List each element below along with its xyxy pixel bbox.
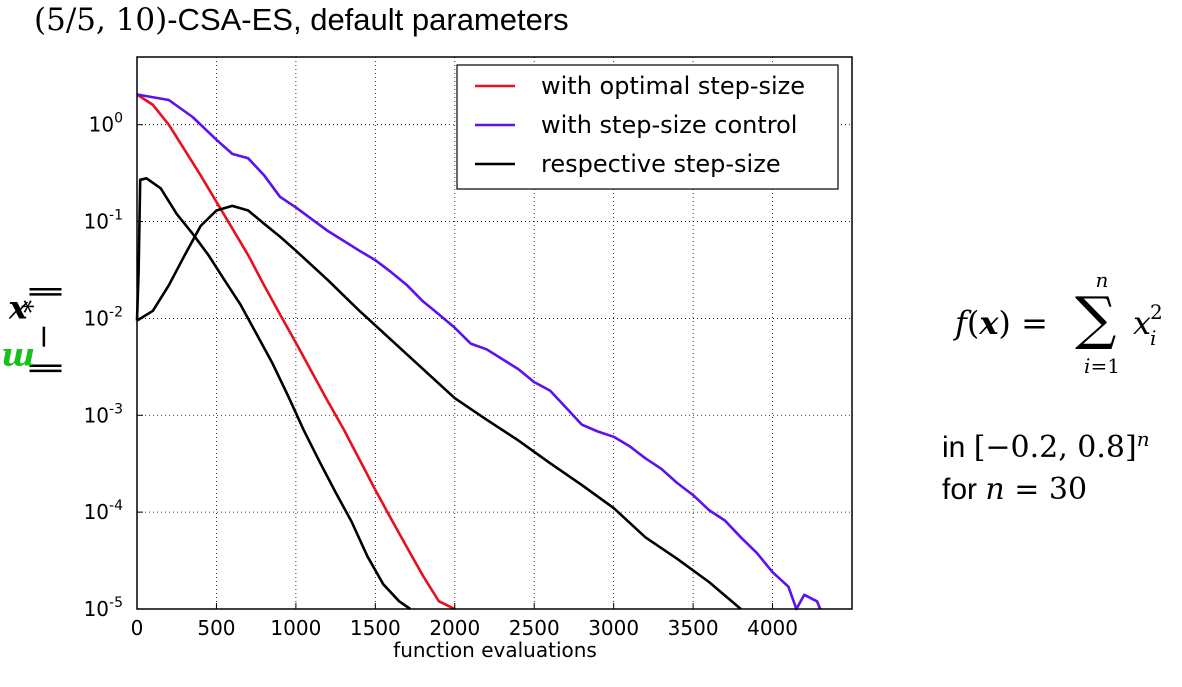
- y-ticks: 100 10-1 10-2 10-3 10-4 10-5: [84, 111, 143, 621]
- y-tick-label: 10-1: [84, 208, 123, 234]
- x-tick-label: 1500: [350, 616, 401, 640]
- x-axis-label: function evaluations: [393, 638, 597, 662]
- series-line-3: [136, 204, 742, 610]
- domain-text: in [−0.2, 0.8]n for n = 30: [942, 418, 1150, 511]
- x-ticks: 0 500 1000 1500 2000 2500 3000 3500 4000: [131, 603, 798, 640]
- domain-prefix: in: [942, 431, 974, 464]
- series-line-2: [135, 177, 412, 611]
- domain-line2-prefix: for: [942, 473, 986, 506]
- formula-sum-upper: n: [1095, 268, 1109, 292]
- legend-box: [456, 64, 839, 190]
- formula: f(x) = n ∑ i=1 x 2 i: [955, 268, 1163, 378]
- y-tick-label: 10-5: [84, 595, 123, 621]
- legend: with optimal step-size with step-size con…: [456, 64, 839, 190]
- domain-rel: = 30: [1004, 472, 1088, 507]
- x-tick-label: 500: [197, 616, 235, 640]
- title-text: -CSA-ES, default parameters: [167, 2, 569, 37]
- legend-label: with step-size control: [541, 111, 797, 139]
- x-tick-label: 3000: [588, 616, 639, 640]
- domain-interval: [−0.2, 0.8]: [973, 430, 1137, 465]
- x-tick-label: 0: [131, 616, 144, 640]
- formula-sum: ∑: [1075, 284, 1117, 352]
- formula-var: x: [1133, 304, 1152, 342]
- domain-var: n: [985, 472, 1005, 507]
- x-tick-label: 4000: [747, 616, 798, 640]
- plot-frame: [136, 56, 853, 610]
- x-tick-label: 2500: [509, 616, 560, 640]
- formula-sup: 2: [1150, 300, 1163, 324]
- x-tick-label: 3500: [668, 616, 719, 640]
- y-tick-label: 10-4: [84, 498, 124, 524]
- y-tick-label: 10-3: [84, 401, 123, 427]
- page-title: (5/5, 10)-CSA-ES, default parameters: [34, 2, 569, 38]
- formula-sum-lower: i=1: [1084, 354, 1120, 378]
- x-tick-label: 1000: [270, 616, 321, 640]
- legend-label: with optimal step-size: [541, 72, 805, 100]
- series-lines: [135, 93, 822, 611]
- title-math: (5/5, 10): [34, 2, 168, 38]
- y-tick-label: 10-2: [84, 304, 123, 330]
- x-tick-label: 2000: [429, 616, 480, 640]
- formula-f: f: [955, 304, 967, 342]
- domain-exp: n: [1136, 427, 1150, 451]
- legend-label: respective step-size: [541, 150, 781, 178]
- formula-sub: i: [1150, 326, 1157, 350]
- formula-x: x: [979, 304, 999, 342]
- series-line-0: [136, 93, 456, 611]
- series-line-1: [136, 93, 822, 611]
- y-tick-label: 100: [89, 111, 123, 137]
